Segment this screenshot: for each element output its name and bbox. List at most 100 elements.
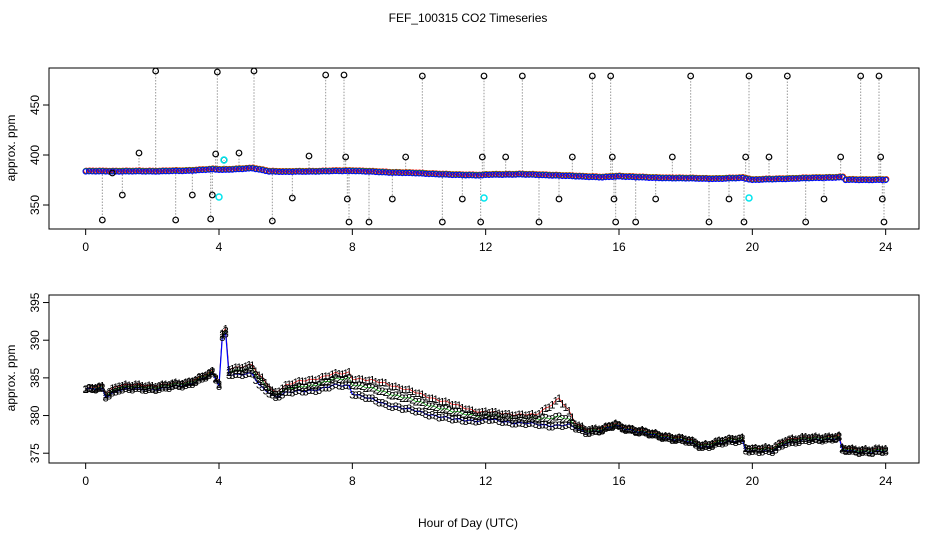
series1-point: 1: [253, 366, 259, 378]
series2-point: 2: [636, 426, 642, 438]
series2-point: 2: [313, 381, 319, 393]
series1-point: 1: [863, 444, 869, 456]
series1-point: 1: [779, 437, 785, 449]
series2-point: 2: [166, 381, 172, 393]
series3-point: [205, 166, 213, 173]
spike-point: [458, 195, 466, 203]
series3-point: [185, 167, 193, 174]
chart-title: FEF_100315 CO2 Timeseries: [389, 11, 548, 25]
spike-point: [652, 195, 660, 203]
series3-point: 3: [243, 369, 249, 381]
series1-point: 1: [876, 443, 882, 455]
series3-point: [209, 166, 216, 173]
series1-point: 1: [679, 433, 685, 445]
series3-point: [175, 167, 183, 175]
series2-point: 2: [456, 407, 462, 419]
series1-point: 1: [376, 378, 382, 390]
series3-point: 3: [359, 391, 365, 403]
series2-point: 2: [493, 409, 499, 421]
series3-point: [802, 175, 809, 182]
series2-point: 2: [506, 412, 512, 424]
series3-point: 3: [379, 398, 385, 410]
x-tick-label: 8: [349, 240, 356, 254]
series2-point: 2: [843, 445, 849, 457]
series3-point: 3: [796, 437, 802, 449]
series2-point: 2: [626, 424, 632, 436]
series2-point: 2: [866, 446, 872, 458]
series2-point: 2: [289, 384, 295, 396]
series3-point: 3: [193, 377, 199, 389]
series1-point: 1: [436, 396, 442, 408]
series2-point: 2: [429, 401, 435, 413]
series2-point: 2: [376, 386, 382, 398]
series2-point: 2: [873, 445, 879, 457]
series1-point: 1: [373, 376, 379, 388]
series1-point: 1: [249, 360, 255, 372]
spike-point: [612, 218, 620, 226]
series3-point: 3: [236, 369, 242, 381]
series3-point: [495, 171, 503, 178]
series3-point: 3: [586, 428, 592, 440]
series1-point: 1: [706, 439, 712, 451]
series3-point: [145, 168, 153, 175]
series3-point: 3: [286, 387, 292, 399]
spike-point: [535, 218, 543, 226]
series2-point: 2: [163, 381, 169, 393]
series1-point: 1: [869, 445, 875, 457]
series2-point: 2: [583, 426, 589, 438]
series3-point: 3: [203, 373, 209, 385]
series2-point: 2: [509, 414, 515, 426]
series1-point: 1: [573, 419, 579, 431]
series1-point: 1: [559, 398, 565, 410]
series3-point: 3: [266, 388, 272, 400]
series3-point: [462, 172, 469, 179]
series3-point: 3: [253, 375, 259, 387]
series1-point: 1: [666, 431, 672, 443]
series1-point: 1: [489, 407, 495, 419]
series3-point: [659, 175, 666, 182]
series3-point: [289, 168, 296, 176]
series1-point: 1: [426, 393, 432, 405]
series2-point: 2: [826, 432, 832, 444]
series1-point: 1: [763, 442, 769, 454]
series3-point: 3: [869, 448, 875, 460]
series3-point: 3: [123, 383, 129, 395]
series3-point: 3: [419, 407, 425, 419]
series2-point: 2: [753, 443, 759, 455]
series3-point: [575, 173, 583, 180]
series1-point: 1: [519, 409, 525, 421]
series1-point: 1: [323, 371, 329, 383]
x-tick-label: 24: [879, 474, 893, 488]
series1-point: 1: [696, 440, 702, 452]
series1-point: 1: [89, 383, 95, 395]
y-tick-label: 380: [28, 405, 42, 425]
series1-point: 1: [429, 393, 435, 405]
series3-point: 3: [99, 383, 105, 395]
series3-point: [395, 169, 403, 176]
series3-point: [105, 168, 113, 175]
series1-point: 1: [809, 432, 815, 444]
series3-point: [779, 176, 786, 183]
spike-point: [857, 72, 865, 80]
series3-point: [119, 168, 126, 175]
series3-point: 3: [393, 401, 399, 413]
series2-point: 2: [463, 410, 469, 422]
series3-point: [722, 175, 729, 182]
series2-point: 2: [789, 435, 795, 447]
y-tick-label: 375: [28, 443, 42, 463]
series3-point: 3: [653, 430, 659, 442]
series1-point: 1: [599, 423, 605, 435]
series3-point: 3: [589, 426, 595, 438]
series1-point: 1: [879, 444, 885, 456]
series3-point: 3: [416, 406, 422, 418]
series3-point: 3: [756, 447, 762, 459]
series3-point: [549, 172, 556, 179]
series3-point: [132, 168, 139, 175]
spike-point: [268, 217, 276, 225]
series3-point: 3: [183, 380, 189, 392]
series3-point: [115, 168, 123, 175]
series3-point: 3: [556, 420, 562, 432]
series1-point: 1: [556, 393, 562, 405]
series2-point: 2: [659, 432, 665, 444]
series3-point: [815, 174, 823, 182]
